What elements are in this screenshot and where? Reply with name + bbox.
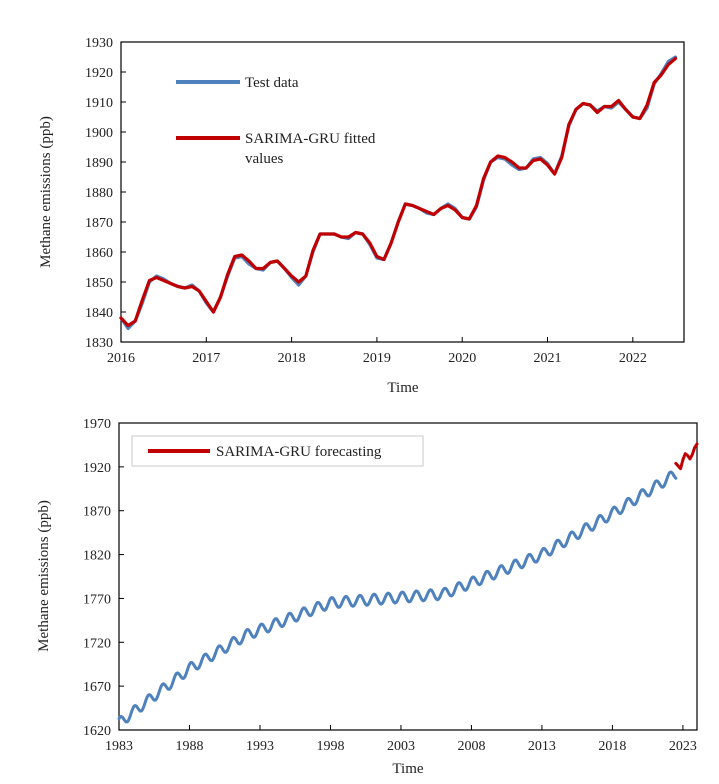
legend-label-line-2: values bbox=[245, 151, 283, 167]
y-tick-label: 1840 bbox=[85, 306, 113, 321]
y-tick-label: 1870 bbox=[85, 216, 113, 231]
x-tick-label: 2020 bbox=[448, 351, 476, 366]
y-tick-label: 1900 bbox=[85, 126, 113, 141]
x-tick-label: 2023 bbox=[669, 739, 697, 754]
legend-label-test-data: Test data bbox=[245, 75, 299, 91]
x-tick-label: 2018 bbox=[278, 351, 306, 366]
chart-fitted: 1830 1840 1850 1860 1870 1880 1890 1900 1910 1920… bbox=[38, 36, 685, 396]
x-tick-label: 2019 bbox=[363, 351, 391, 366]
y-tick-label: 1870 bbox=[83, 505, 111, 520]
x-axis-title: Time bbox=[392, 761, 423, 777]
chart-forecast: 1620 1670 1720 1770 1820 1870 1920 1970 1983 198… bbox=[36, 417, 699, 777]
y-tick-label: 1820 bbox=[83, 549, 111, 564]
y-tick-label: 1850 bbox=[85, 276, 113, 291]
x-tick-label: 2022 bbox=[619, 351, 647, 366]
x-tick-label: 2003 bbox=[387, 739, 415, 754]
x-tick-label: 2017 bbox=[192, 351, 220, 366]
series-line-blue bbox=[119, 55, 678, 331]
legend-label-line-1: SARIMA-GRU fitted bbox=[245, 131, 376, 147]
series-line-red bbox=[119, 56, 678, 328]
legend-label-forecast: SARIMA-GRU forecasting bbox=[216, 444, 382, 460]
x-tick-label: 2018 bbox=[598, 739, 626, 754]
y-tick-label: 1970 bbox=[83, 417, 111, 432]
y-tick-label: 1830 bbox=[85, 336, 113, 351]
y-axis-title: Methane emissions (ppb) bbox=[36, 500, 52, 652]
legend: Test data SARIMA-GRU fitted values bbox=[176, 75, 376, 167]
y-tick-label: 1670 bbox=[83, 680, 111, 695]
y-tick-label: 1890 bbox=[85, 156, 113, 171]
legend: SARIMA-GRU forecasting bbox=[131, 435, 424, 467]
x-tick-label: 1998 bbox=[316, 739, 344, 754]
y-tick-label: 1620 bbox=[83, 724, 111, 739]
x-tick-label: 1993 bbox=[246, 739, 274, 754]
y-tick-label: 1720 bbox=[83, 636, 111, 651]
y-tick-label: 1860 bbox=[85, 246, 113, 261]
x-tick-label: 2021 bbox=[534, 351, 562, 366]
y-axis-title: Methane emissions (ppb) bbox=[38, 116, 54, 268]
x-tick-label: 2013 bbox=[528, 739, 556, 754]
series-line-blue bbox=[117, 470, 678, 724]
x-tick-label: 2016 bbox=[107, 351, 135, 366]
series-line-red bbox=[674, 442, 699, 471]
legend-label-fitted: SARIMA-GRU fitted values bbox=[245, 131, 376, 167]
y-tick-label: 1880 bbox=[85, 186, 113, 201]
y-tick-label: 1920 bbox=[83, 461, 111, 476]
y-tick-label: 1920 bbox=[85, 66, 113, 81]
plot-area-frame bbox=[118, 422, 698, 731]
x-axis-title: Time bbox=[387, 380, 418, 396]
plot-area-frame bbox=[120, 41, 685, 343]
y-tick-label: 1910 bbox=[85, 96, 113, 111]
x-tick-label: 1983 bbox=[105, 739, 133, 754]
x-tick-label: 2008 bbox=[457, 739, 485, 754]
y-tick-label: 1930 bbox=[85, 36, 113, 51]
x-tick-label: 1988 bbox=[175, 739, 203, 754]
y-tick-label: 1770 bbox=[83, 592, 111, 607]
